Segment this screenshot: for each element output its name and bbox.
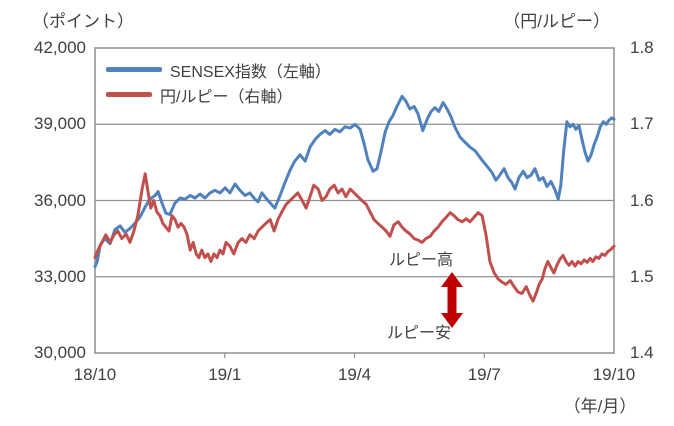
rupee-direction-arrow-icon <box>441 272 463 328</box>
legend-label: SENSEX指数（左軸） <box>170 63 331 81</box>
y-axis-right-tick-label: 1.4 <box>630 343 654 362</box>
y-axis-left-tick-label: 39,000 <box>34 114 86 134</box>
y-axis-right-tick-label: 1.7 <box>630 114 654 134</box>
y-axis-left-tick-label: 36,000 <box>34 190 86 210</box>
legend-row-sensex: SENSEX指数（左軸） <box>106 57 331 82</box>
annotation-rupee-high: ルピー高 <box>388 252 453 269</box>
y-axis-right-tick-label: 1.6 <box>630 190 654 210</box>
x-axis-tick-label: 19/4 <box>337 365 372 384</box>
y-axis-left-tick-label: 42,000 <box>34 38 86 57</box>
y-axis-right-tick-label: 1.5 <box>630 266 654 286</box>
x-axis-tick-label: 19/10 <box>592 365 636 384</box>
left-axis-title: （ポイント） <box>32 12 134 31</box>
legend-label: 円/ルピー（右軸） <box>160 88 293 106</box>
x-axis-title: （年/月） <box>563 397 637 416</box>
annotation-rupee-low: ルピー安 <box>386 325 451 342</box>
y-axis-right-tick-label: 1.8 <box>630 38 654 57</box>
series-line-right <box>93 172 616 303</box>
legend-row-jpy-inr: 円/ルピー（右軸） <box>106 82 331 107</box>
right-axis-title: （円/ルピー） <box>503 12 610 31</box>
x-axis-tick-label: 18/10 <box>73 365 117 384</box>
legend-line-swatch-red <box>106 92 152 97</box>
x-axis-tick-label: 19/1 <box>208 365 242 384</box>
y-axis-left-tick-label: 30,000 <box>34 343 86 362</box>
legend: SENSEX指数（左軸） 円/ルピー（右軸） <box>106 57 331 107</box>
legend-line-swatch-blue <box>106 67 162 72</box>
x-axis-tick-label: 19/7 <box>467 365 501 384</box>
series-line-left <box>93 94 616 269</box>
y-axis-left-tick-label: 33,000 <box>34 266 86 286</box>
